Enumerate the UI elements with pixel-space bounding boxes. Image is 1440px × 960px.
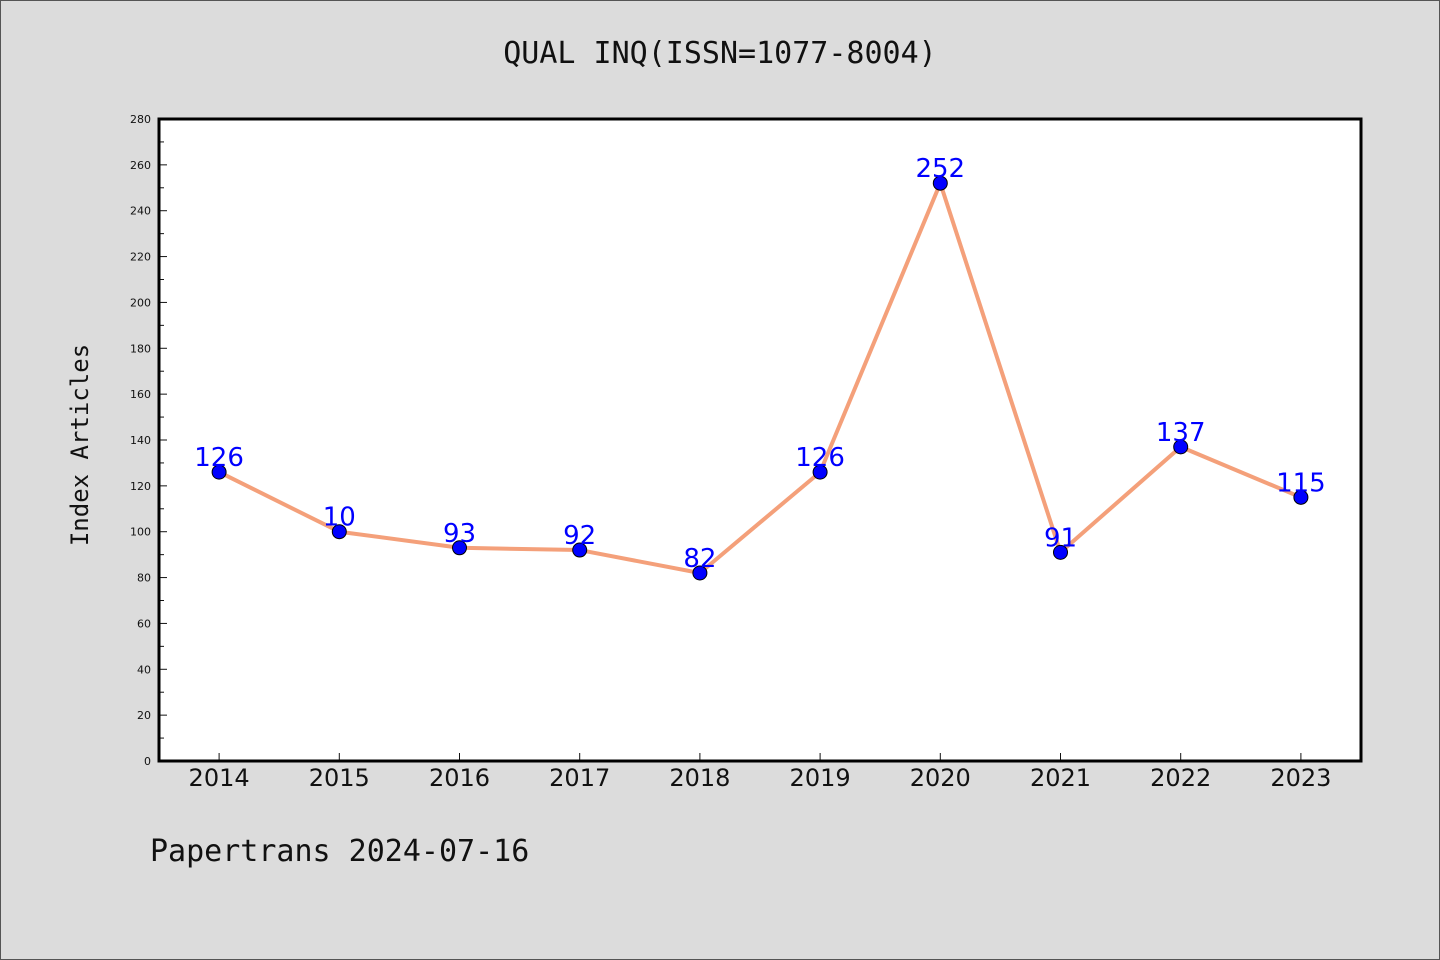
x-tick-label: 2016 <box>429 764 490 792</box>
data-label: 10 <box>323 503 356 533</box>
plot-area <box>159 119 1361 761</box>
y-tick-label: 140 <box>130 434 151 447</box>
y-tick-label: 180 <box>130 342 151 355</box>
x-tick-label: 2022 <box>1150 764 1211 792</box>
x-tick-label: 2019 <box>790 764 851 792</box>
y-tick-label: 60 <box>137 617 151 630</box>
data-label: 126 <box>194 443 244 473</box>
y-tick-label: 160 <box>130 388 151 401</box>
data-point <box>452 540 467 556</box>
data-label: 92 <box>563 521 596 551</box>
data-label: 82 <box>683 544 716 574</box>
chart-title: QUAL INQ(ISSN=1077-8004) <box>503 36 937 71</box>
y-tick-label: 220 <box>130 251 151 264</box>
x-tick-label: 2015 <box>309 764 370 792</box>
y-tick-label: 200 <box>130 296 151 309</box>
data-point <box>812 464 828 480</box>
data-point <box>692 565 708 581</box>
y-tick-label: 80 <box>137 572 151 585</box>
x-tick-label: 2014 <box>189 764 250 792</box>
data-point <box>1053 544 1068 560</box>
data-point <box>932 175 948 191</box>
x-tick-label: 2023 <box>1270 764 1331 792</box>
x-tick-label: 2017 <box>549 764 610 792</box>
series-line <box>218 181 1302 575</box>
plot-border <box>157 117 1363 763</box>
data-label: 137 <box>1156 418 1206 448</box>
data-label: 252 <box>915 154 965 184</box>
data-point <box>572 542 588 558</box>
data-label: 91 <box>1044 523 1077 553</box>
x-tick-label: 2021 <box>1030 764 1091 792</box>
data-point <box>211 464 227 480</box>
y-tick-label: 0 <box>144 755 151 768</box>
data-point <box>1293 489 1309 505</box>
data-label: 126 <box>795 443 845 473</box>
y-tick-label: 260 <box>130 159 151 172</box>
x-tick-label: 2018 <box>669 764 730 792</box>
y-tick-label: 100 <box>130 526 151 539</box>
footer-text: Papertrans 2024-07-16 <box>150 834 530 869</box>
x-tick-label: 2020 <box>910 764 971 792</box>
y-tick-label: 240 <box>130 205 151 218</box>
data-point <box>331 524 347 540</box>
y-tick-label: 280 <box>130 113 151 126</box>
data-label: 115 <box>1276 468 1326 498</box>
y-tick-label: 40 <box>137 663 151 676</box>
data-label: 93 <box>443 519 476 549</box>
data-point <box>1173 439 1189 455</box>
y-tick-label: 20 <box>137 709 151 722</box>
y-tick-label: 120 <box>130 480 151 493</box>
